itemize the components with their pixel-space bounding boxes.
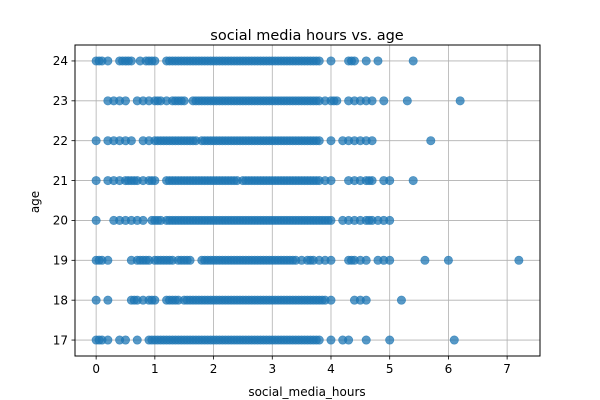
scatter-point bbox=[326, 136, 336, 146]
scatter-point bbox=[385, 215, 395, 225]
scatter-point bbox=[314, 335, 324, 345]
scatter-point bbox=[103, 255, 113, 265]
y-tick-label: 19 bbox=[53, 254, 68, 268]
scatter-point bbox=[408, 56, 418, 66]
scatter-point bbox=[120, 335, 130, 345]
scatter-point bbox=[91, 136, 101, 146]
x-tick-label: 3 bbox=[268, 362, 276, 376]
scatter-point bbox=[126, 56, 136, 66]
scatter-point bbox=[179, 96, 189, 106]
x-tick-label: 5 bbox=[386, 362, 394, 376]
x-tick-label: 7 bbox=[503, 362, 511, 376]
x-tick-label: 4 bbox=[327, 362, 335, 376]
scatter-point bbox=[408, 176, 418, 186]
y-tick-label: 22 bbox=[53, 134, 68, 148]
scatter-point bbox=[150, 176, 160, 186]
scatter-point bbox=[120, 96, 130, 106]
scatter-point bbox=[138, 215, 148, 225]
x-axis-title: social_media_hours bbox=[248, 385, 365, 399]
scatter-point bbox=[185, 255, 195, 265]
x-tick-label: 1 bbox=[151, 362, 159, 376]
scatter-point bbox=[126, 136, 136, 146]
scatter-point bbox=[385, 335, 395, 345]
scatter-point bbox=[367, 136, 377, 146]
scatter-point bbox=[367, 96, 377, 106]
scatter-point bbox=[449, 335, 459, 345]
scatter-point bbox=[514, 255, 524, 265]
scatter-point bbox=[150, 56, 160, 66]
scatter-point bbox=[361, 335, 371, 345]
y-tick-label: 24 bbox=[53, 54, 68, 68]
scatter-point bbox=[103, 295, 113, 305]
scatter-point bbox=[367, 176, 377, 186]
chart-title: social media hours vs. age bbox=[210, 28, 404, 44]
grid-lines bbox=[75, 45, 540, 356]
scatter-point bbox=[314, 136, 324, 146]
y-tick-label: 18 bbox=[53, 293, 68, 307]
scatter-point bbox=[103, 56, 113, 66]
scatter-point bbox=[361, 56, 371, 66]
scatter-point bbox=[361, 295, 371, 305]
x-tick-label: 2 bbox=[210, 362, 218, 376]
scatter-point bbox=[420, 255, 430, 265]
scatter-point bbox=[91, 215, 101, 225]
scatter-point bbox=[332, 96, 342, 106]
scatter-point bbox=[396, 295, 406, 305]
y-axis-title: age bbox=[28, 191, 42, 213]
y-tick-label: 23 bbox=[53, 94, 68, 108]
scatter-point bbox=[426, 136, 436, 146]
y-tick-label: 17 bbox=[53, 333, 68, 347]
scatter-point bbox=[150, 295, 160, 305]
scatter-point bbox=[326, 56, 336, 66]
scatter-point bbox=[132, 335, 142, 345]
scatter-point bbox=[361, 255, 371, 265]
y-tick-label: 21 bbox=[53, 174, 68, 188]
scatter-point bbox=[379, 96, 389, 106]
scatter-point bbox=[326, 295, 336, 305]
scatter-point bbox=[385, 176, 395, 186]
x-tick-label: 6 bbox=[445, 362, 453, 376]
scatter-point bbox=[326, 335, 336, 345]
plot-area-frame bbox=[74, 44, 541, 357]
scatter-point bbox=[91, 295, 101, 305]
scatter-point bbox=[344, 335, 354, 345]
scatter-point bbox=[373, 56, 383, 66]
x-tick-label: 0 bbox=[92, 362, 100, 376]
y-tick-label: 20 bbox=[53, 214, 68, 228]
scatter-point bbox=[314, 56, 324, 66]
scatter-point bbox=[103, 335, 113, 345]
scatter-point bbox=[326, 176, 336, 186]
scatter-point bbox=[91, 176, 101, 186]
data-points bbox=[91, 56, 524, 345]
scatter-point bbox=[455, 96, 465, 106]
scatter-point bbox=[349, 56, 359, 66]
scatter-point bbox=[402, 96, 412, 106]
scatter-point bbox=[326, 255, 336, 265]
scatter-point bbox=[326, 215, 336, 225]
scatter-point bbox=[443, 255, 453, 265]
scatter-point bbox=[385, 255, 395, 265]
